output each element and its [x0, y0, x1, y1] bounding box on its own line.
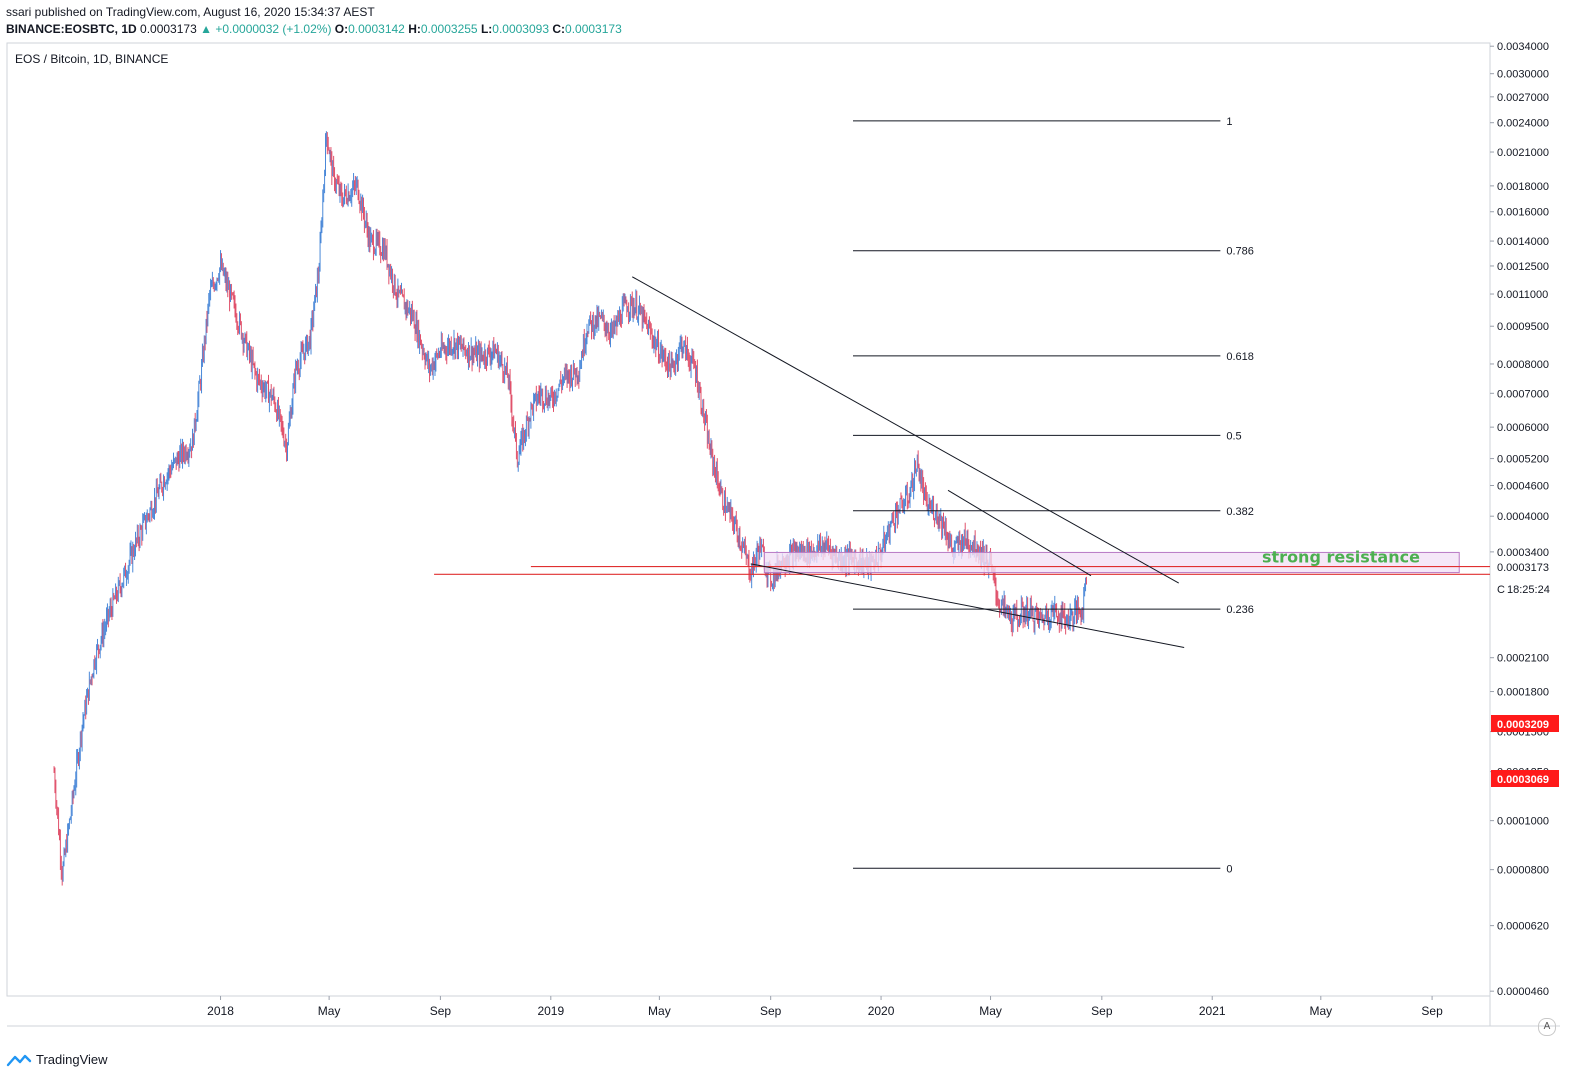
- last-price: 0.0003173: [140, 22, 197, 36]
- x-tick-label: May: [979, 1004, 1002, 1018]
- drawings: strong resistance 1 0.786 0.618 0.5 0.382 0.23…: [434, 116, 1490, 875]
- x-tick-label: 2021: [1199, 1004, 1226, 1018]
- y-tick-label: 0.0004000: [1497, 511, 1549, 523]
- price-labels: 0.0003173 C 18:25:24 0.0003209 0.0003069: [1491, 559, 1559, 787]
- tradingview-cloud-icon: [6, 1054, 32, 1066]
- last-price-box: [1491, 559, 1559, 576]
- y-tick-label: 0.0000800: [1497, 865, 1549, 877]
- y-tick-label: 0.0012500: [1497, 261, 1549, 273]
- low-marker-label: 0.0003069: [1497, 774, 1549, 786]
- high-label: H:: [408, 22, 421, 36]
- x-tick-label: Sep: [1091, 1004, 1113, 1018]
- y-tick-label: 0.0018000: [1497, 181, 1549, 193]
- y-tick-label: 0.0005200: [1497, 454, 1549, 466]
- y-tick-label: 0.0002100: [1497, 653, 1549, 665]
- x-tick-label: 2018: [207, 1004, 234, 1018]
- plot-frame: [6, 42, 1491, 997]
- resistance-label: strong resistance: [1262, 547, 1420, 566]
- x-tick-label: May: [648, 1004, 671, 1018]
- x-tick-label: 2019: [537, 1004, 564, 1018]
- ohlc-bar: BINANCE:EOSBTC, 1D 0.0003173 ▲ +0.000003…: [6, 22, 622, 36]
- fib-label: 0.5: [1226, 430, 1241, 442]
- x-tick-label: May: [1309, 1004, 1332, 1018]
- open-label: O:: [334, 22, 349, 36]
- countdown-box: [1491, 581, 1559, 598]
- x-tick-label: Sep: [430, 1004, 452, 1018]
- y-tick-label: 0.0001000: [1497, 816, 1549, 828]
- y-tick-label: 0.0004600: [1497, 480, 1549, 492]
- x-tick-label: Sep: [760, 1004, 782, 1018]
- fib-label: 0.618: [1226, 351, 1254, 363]
- y-tick-label: 0.0007000: [1497, 388, 1549, 400]
- fib-label: 0.382: [1226, 506, 1254, 518]
- x-tick-label: May: [318, 1004, 341, 1018]
- y-tick-label: 0.0027000: [1497, 92, 1549, 104]
- y-tick-label: 0.0008000: [1497, 359, 1549, 371]
- publish-info: ssari published on TradingView.com, Augu…: [6, 5, 375, 19]
- y-tick-label: 0.0011000: [1497, 289, 1548, 301]
- close-value: 0.0003173: [565, 22, 622, 36]
- trendline: [947, 489, 1092, 577]
- open-value: 0.0003142: [348, 22, 405, 36]
- symbol-label: BINANCE:EOSBTC, 1D: [6, 22, 137, 36]
- y-tick-label: 0.0003400: [1497, 547, 1549, 559]
- y-tick-label: 0.0014000: [1497, 236, 1549, 248]
- high-marker-label: 0.0003209: [1497, 719, 1549, 731]
- y-tick-label: 0.0001800: [1497, 687, 1549, 699]
- countdown-prefix: C: [1497, 584, 1505, 596]
- chart-title: EOS / Bitcoin, 1D, BINANCE: [15, 52, 168, 66]
- fib-label: 0.236: [1226, 604, 1254, 616]
- y-tick-label: 0.0034000: [1497, 41, 1549, 53]
- fib-label: 0.786: [1226, 246, 1254, 258]
- change-value: +0.0000032 (+1.02%): [215, 22, 332, 36]
- x-tick-label: Sep: [1421, 1004, 1443, 1018]
- fib-label: 0: [1226, 863, 1232, 875]
- y-tick-label: 0.0006000: [1497, 422, 1549, 434]
- price-axis[interactable]: 0.0034000 0.0030000 0.0027000 0.0024000 0.00…: [1490, 41, 1549, 998]
- time-axis[interactable]: 2018 May Sep 2019 May Sep 2020 May Sep 2021 May Sep: [207, 996, 1443, 1018]
- fib-label: 1: [1226, 116, 1232, 128]
- y-tick-label: 0.0024000: [1497, 118, 1549, 130]
- auto-scale-button[interactable]: A: [1538, 1018, 1556, 1036]
- tradingview-logo[interactable]: TradingView: [6, 1052, 108, 1067]
- countdown-label: 18:25:24: [1507, 584, 1550, 596]
- y-tick-label: 0.0030000: [1497, 69, 1549, 81]
- trendline: [631, 276, 1179, 584]
- y-tick-label: 0.0009500: [1497, 321, 1549, 333]
- resistance-zone: [763, 551, 1460, 574]
- close-label: C:: [552, 22, 566, 36]
- trendline: [750, 563, 1185, 648]
- last-price-label: 0.0003173: [1497, 562, 1549, 574]
- y-tick-label: 0.0021000: [1497, 147, 1549, 159]
- change-arrow: ▲: [200, 22, 212, 36]
- low-label: L:: [480, 22, 493, 36]
- low-marker-box: [1491, 770, 1559, 787]
- brand-name: TradingView: [36, 1052, 108, 1067]
- candles: [53, 131, 1087, 886]
- low-value: 0.0003093: [492, 22, 550, 36]
- high-marker-box: [1491, 715, 1559, 732]
- high-value: 0.0003255: [420, 22, 478, 36]
- y-tick-label: 0.0000620: [1497, 921, 1549, 933]
- y-tick-label: 0.0016000: [1497, 207, 1549, 219]
- x-tick-label: 2020: [868, 1004, 895, 1018]
- y-tick-label: 0.0000460: [1497, 986, 1549, 998]
